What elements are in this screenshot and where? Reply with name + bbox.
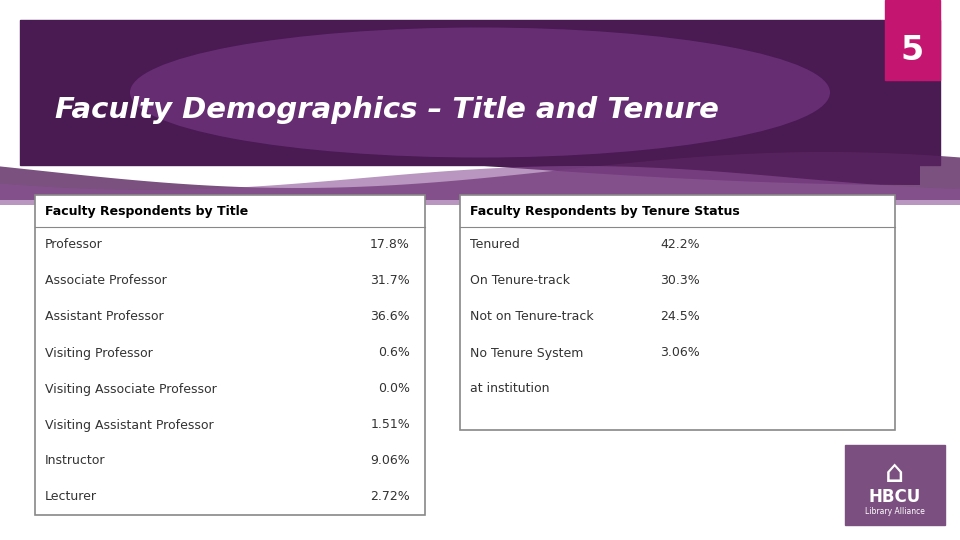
Polygon shape [20, 20, 920, 185]
Text: 24.5%: 24.5% [660, 310, 700, 323]
Text: 3.06%: 3.06% [660, 347, 700, 360]
Text: Tenured: Tenured [470, 239, 519, 252]
Text: Visiting Associate Professor: Visiting Associate Professor [45, 382, 217, 395]
Text: 5: 5 [900, 33, 924, 66]
Text: 2.72%: 2.72% [371, 490, 410, 503]
Text: 1.51%: 1.51% [371, 418, 410, 431]
Text: 9.06%: 9.06% [371, 455, 410, 468]
Bar [20, 20, 940, 165]
Text: Library Alliance: Library Alliance [865, 508, 924, 516]
Text: Assistant Professor: Assistant Professor [45, 310, 163, 323]
Text: at institution: at institution [470, 382, 549, 395]
Text: 0.6%: 0.6% [378, 347, 410, 360]
Text: ⌂: ⌂ [885, 458, 904, 488]
Text: No Tenure System: No Tenure System [470, 347, 584, 360]
Text: Faculty Demographics – Title and Tenure: Faculty Demographics – Title and Tenure [55, 96, 719, 124]
Text: Associate Professor: Associate Professor [45, 274, 167, 287]
Text: 30.3%: 30.3% [660, 274, 700, 287]
Text: Visiting Professor: Visiting Professor [45, 347, 153, 360]
Bar [845, 445, 945, 525]
Ellipse shape [130, 28, 830, 158]
Text: 36.6%: 36.6% [371, 310, 410, 323]
Text: Professor: Professor [45, 239, 103, 252]
Text: Visiting Assistant Professor: Visiting Assistant Professor [45, 418, 214, 431]
Text: 17.8%: 17.8% [371, 239, 410, 252]
Text: Not on Tenure-track: Not on Tenure-track [470, 310, 593, 323]
Bar [885, 0, 940, 80]
Text: Lecturer: Lecturer [45, 490, 97, 503]
Text: 42.2%: 42.2% [660, 239, 700, 252]
Text: HBCU: HBCU [869, 488, 922, 506]
Polygon shape [0, 152, 960, 200]
Text: Faculty Respondents by Tenure Status: Faculty Respondents by Tenure Status [470, 205, 740, 218]
Text: Instructor: Instructor [45, 455, 106, 468]
Text: 31.7%: 31.7% [371, 274, 410, 287]
Text: 0.0%: 0.0% [378, 382, 410, 395]
Bar [35, 195, 425, 515]
Bar [460, 195, 895, 430]
Text: On Tenure-track: On Tenure-track [470, 274, 570, 287]
Text: Faculty Respondents by Title: Faculty Respondents by Title [45, 205, 249, 218]
Polygon shape [0, 166, 960, 205]
